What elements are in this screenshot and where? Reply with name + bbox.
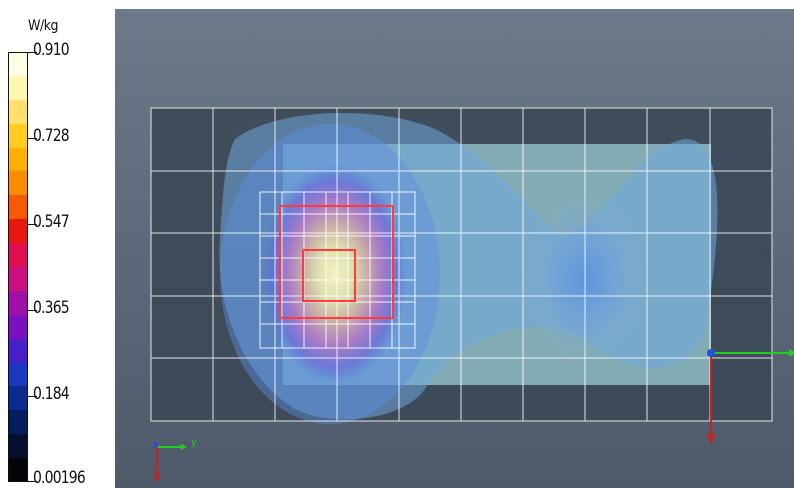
- sar-scene: z y: [150, 107, 794, 483]
- colorbar-swatch: [8, 290, 28, 315]
- averaging-volume-outer: [279, 205, 394, 319]
- legend-label-2: 0.728: [33, 126, 70, 146]
- colorbar-swatch: [8, 99, 28, 124]
- legend-label-5: 0.184: [33, 384, 70, 404]
- colorbar-swatch: [8, 267, 28, 291]
- colorbar-border: [8, 52, 28, 482]
- legend-unit-label: W/kg: [28, 18, 59, 34]
- legend-label-4: 0.365: [33, 298, 70, 318]
- colorbar-tick: [28, 52, 37, 53]
- 3d-viewport[interactable]: z y: [115, 9, 794, 488]
- colorbar-swatch: [8, 171, 28, 196]
- legend-min-label: 0.00196: [33, 468, 86, 488]
- colorbar-tick: [28, 310, 37, 311]
- colorbar-tick: [28, 138, 37, 139]
- legend-label-3: 0.547: [33, 212, 70, 232]
- colorbar-swatch: [8, 52, 28, 76]
- colorbar-swatch: [8, 123, 28, 148]
- axis-label-y: y: [191, 437, 197, 448]
- colorbar-swatch: [8, 410, 28, 435]
- colorbar-swatch: [8, 147, 28, 172]
- colorbar-swatch: [8, 75, 28, 100]
- colorbar-swatch: [8, 314, 28, 339]
- coarse-grid: [150, 107, 773, 422]
- colorbar-legend: W/kg 0.910 0.728 0.547 0.365 0.184 0.001…: [0, 0, 115, 488]
- colorbar-swatch: [8, 458, 28, 483]
- colorbar-tick: [28, 224, 37, 225]
- colorbar-swatch: [8, 243, 28, 268]
- colorbar-tick: [28, 396, 37, 397]
- colorbar-swatch: [8, 338, 28, 363]
- colorbar-swatch: [8, 362, 28, 387]
- colorbar-swatch: [8, 219, 28, 244]
- orientation-triad: z y: [153, 437, 197, 483]
- colorbar-swatch: [8, 195, 28, 220]
- averaging-volume-inner: [302, 249, 356, 302]
- colorbar-swatch: [8, 386, 28, 411]
- colorbar-tick: [28, 481, 37, 482]
- axis-label-z: z: [153, 440, 158, 450]
- colorbar: [8, 52, 37, 483]
- legend-max-label: 0.910: [33, 40, 70, 60]
- axis-gizmo-right: [707, 349, 794, 445]
- sar-hot-spot: [263, 164, 407, 384]
- colorbar-swatch: [8, 434, 28, 459]
